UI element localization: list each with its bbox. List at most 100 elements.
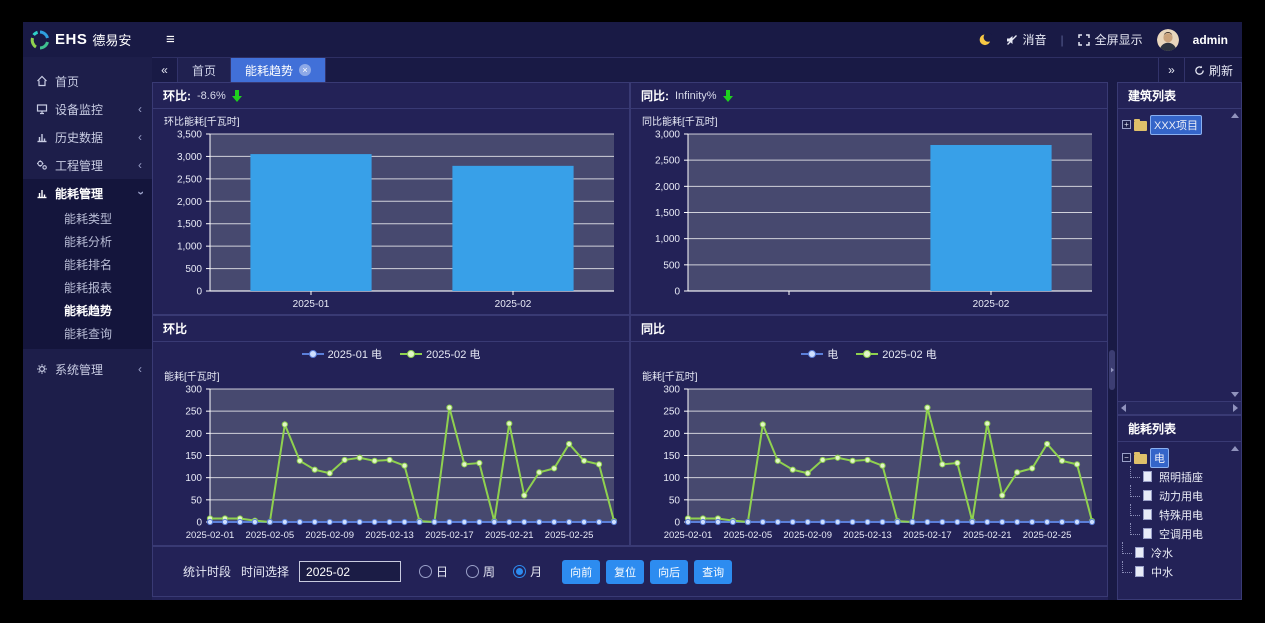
radio-day[interactable]: 日 [419,563,448,580]
time-select-input[interactable] [299,561,402,582]
sidebar-item-system-mgmt[interactable]: 系统管理 ‹ [23,355,152,383]
reset-button[interactable]: 复位 [606,559,645,584]
scroll-right-arrow[interactable] [1233,404,1238,412]
sidebar-item-device-monitor[interactable]: 设备监控 ‹ [23,95,152,123]
tabbar-spacer [326,58,1158,82]
submenu-label: 能耗排名 [64,258,113,272]
chart-legend: 电 2025-02 电 [632,343,1106,365]
chevron-left-icon: ‹ [138,158,142,172]
sidebar-item-history-data[interactable]: 历史数据 ‹ [23,123,152,151]
sidebar-item-energy-ranking[interactable]: 能耗排名 [23,253,152,276]
mom-line-chart: 0 50 100 150 200 250 300 能耗[千瓦时] 2025-02-01 2025-… [154,365,628,544]
sidebar-item-energy-mgmt[interactable]: 能耗管理 ‹ [23,179,152,207]
chevron-left-icon: ‹ [138,362,142,376]
tree-node-project[interactable]: XXX项目 [1122,114,1237,135]
chevron-left-icon: ‹ [138,130,142,144]
chart-body: 0 500 1,000 1,500 2,000 2,500 3,000 同比能耗[千瓦时] 20… [632,110,1106,313]
scroll-up-arrow[interactable] [1231,446,1239,451]
app-window: EHS 德易安 首页 设备监控 ‹ 历史数据 ‹ 工程管理 ‹ [23,22,1242,600]
tree-node-special[interactable]: 特殊用电 [1122,503,1237,524]
svg-text:50: 50 [669,495,681,506]
query-button[interactable]: 查询 [694,559,733,584]
legend-item[interactable]: 2025-01 电 [301,346,382,362]
yoy-line-title: 同比 [641,322,666,336]
svg-text:250: 250 [185,407,202,418]
scroll-down-arrow[interactable] [1231,392,1239,397]
svg-text:100: 100 [185,473,202,484]
logo-brand: EHS [55,31,88,48]
fullscreen-button[interactable]: 全屏显示 [1077,31,1143,48]
tree-node-electricity[interactable]: 电 [1122,447,1237,468]
sidebar-item-label: 首页 [55,74,80,89]
expander-icon[interactable] [1122,120,1131,129]
tree-node-power[interactable]: 动力用电 [1122,484,1237,505]
mute-speaker-icon [1006,34,1017,45]
mom-badge-label: 环比: [163,89,191,103]
svg-text:2025-02-17: 2025-02-17 [425,530,474,541]
tree-node-lighting[interactable]: 照明插座 [1122,465,1237,486]
sidebar-item-project-mgmt[interactable]: 工程管理 ‹ [23,151,152,179]
username[interactable]: admin [1192,32,1228,47]
legend-marker-icon [400,350,422,358]
horizontal-scrollbar[interactable] [1118,401,1241,414]
scroll-up-arrow[interactable] [1231,113,1239,118]
menu-toggle-icon[interactable]: ≡ [166,31,175,48]
legend-item[interactable]: 2025-02 电 [856,346,937,362]
refresh-button[interactable]: 刷新 [1183,58,1242,82]
tab-home[interactable]: 首页 [178,58,232,82]
tab-close-icon[interactable]: × [299,64,312,76]
svg-text:0: 0 [674,518,680,529]
tree-connector [1130,522,1140,535]
brand-ring-icon [30,30,49,49]
tab-energy-trend[interactable]: 能耗趋势 × [231,58,327,82]
tree-node-label: 冷水 [1151,547,1173,560]
sidebar-group-energy-mgmt: 能耗管理 ‹ 能耗类型 能耗分析 能耗排名 能耗报表 能耗趋势 能耗查询 [23,179,152,349]
svg-text:100: 100 [663,473,680,484]
tree-node-cold-water[interactable]: 冷水 [1122,541,1237,562]
yoy-bar-chart: 0 500 1,000 1,500 2,000 2,500 3,000 同比能耗[千瓦时] 20… [632,110,1106,313]
svg-text:2025-02-17: 2025-02-17 [903,530,952,541]
avatar[interactable] [1156,28,1179,51]
svg-text:2025-02-21: 2025-02-21 [963,530,1012,541]
sidebar-item-energy-trend[interactable]: 能耗趋势 [23,299,152,322]
tree-node-reclaimed-water[interactable]: 中水 [1122,560,1237,581]
sidebar-item-energy-report[interactable]: 能耗报表 [23,276,152,299]
sidebar-item-label: 设备监控 [55,102,104,117]
legend-item[interactable]: 电 [801,346,838,362]
file-icon [1135,566,1144,577]
svg-text:2025-01: 2025-01 [293,299,330,310]
tabs-scroll-right-button[interactable]: » [1157,58,1184,82]
panel-splitter[interactable] [1108,82,1117,600]
svg-text:500: 500 [663,260,680,271]
stat-period-label: 统计时段 [183,565,232,579]
sidebar-item-energy-query[interactable]: 能耗查询 [23,322,152,345]
radio-week[interactable]: 周 [466,563,495,580]
tabs-scroll-left-button[interactable]: « [152,58,178,82]
svg-text:3,500: 3,500 [177,130,202,141]
sidebar-item-home[interactable]: 首页 [23,67,152,95]
tree-node-hvac[interactable]: 空调用电 [1122,522,1237,543]
legend-marker-icon [801,350,824,358]
svg-text:2025-02-01: 2025-02-01 [664,530,713,541]
sidebar-menu: 首页 设备监控 ‹ 历史数据 ‹ 工程管理 ‹ 能耗管理 [23,57,152,383]
legend-marker-icon [301,350,324,358]
building-list-panel: 建筑列表 XXX项目 [1117,82,1242,415]
scroll-left-arrow[interactable] [1121,404,1126,412]
tree-connector [1130,484,1140,497]
mute-button[interactable]: 消音 [1006,31,1047,48]
svg-text:同比能耗[千瓦时]: 同比能耗[千瓦时] [642,115,718,128]
backward-button[interactable]: 向前 [562,559,601,584]
panel-header: 环比: -8.6% [153,83,629,109]
tree-node-label: 照明插座 [1159,471,1203,484]
sidebar: EHS 德易安 首页 设备监控 ‹ 历史数据 ‹ 工程管理 ‹ [23,22,152,600]
splitter-handle[interactable] [1109,350,1115,390]
bar-chart-icon [37,134,47,143]
sidebar-item-energy-analysis[interactable]: 能耗分析 [23,230,152,253]
radio-month[interactable]: 月 [513,563,542,580]
svg-text:250: 250 [663,407,680,418]
legend-item[interactable]: 2025-02 电 [400,346,480,362]
dark-mode-moon-icon[interactable] [979,33,992,46]
sidebar-item-energy-type[interactable]: 能耗类型 [23,207,152,230]
expander-icon[interactable] [1122,453,1131,462]
forward-button[interactable]: 向后 [650,559,689,584]
